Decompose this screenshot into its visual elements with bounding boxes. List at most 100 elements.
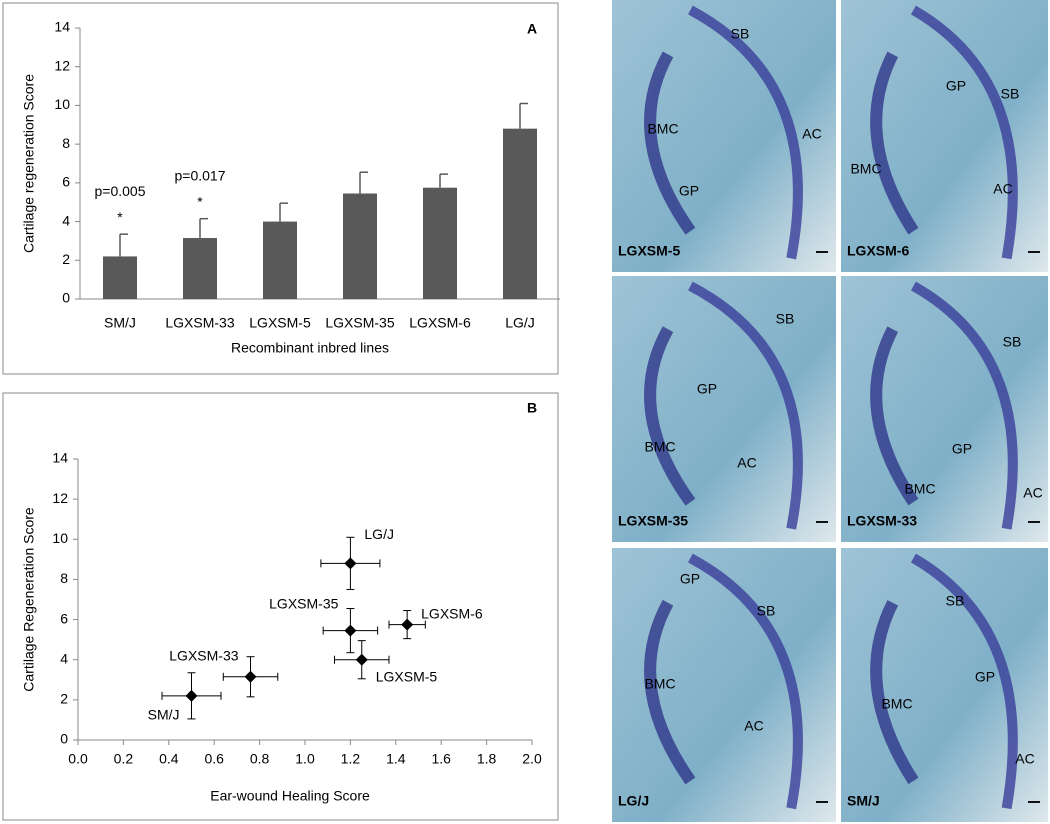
point-label: LG/J	[364, 526, 394, 542]
bar	[263, 221, 297, 299]
point	[344, 557, 357, 570]
bar	[183, 238, 217, 299]
x-tick-label: 1.8	[477, 751, 497, 767]
x-tick-label: 1.0	[295, 751, 315, 767]
image-title: LGXSM-35	[618, 513, 688, 529]
annotation-marker: *	[197, 193, 203, 209]
point	[355, 653, 368, 666]
point-label: LGXSM-33	[169, 647, 238, 663]
image-label: AC	[1015, 751, 1034, 767]
growth-plate	[870, 600, 919, 785]
growth-plate	[644, 326, 696, 506]
x-tick-label: 1.4	[386, 751, 406, 767]
y-tick-label: 8	[60, 570, 68, 586]
panel-label: B	[527, 400, 537, 416]
point-label: LGXSM-35	[269, 595, 338, 611]
panel-label: A	[527, 21, 537, 37]
y-tick-label: 10	[52, 530, 68, 546]
x-axis-title: Recombinant inbred lines	[231, 340, 389, 356]
y-tick-label: 12	[52, 490, 68, 506]
y-axis-title: Cartilage regeneration Score	[21, 74, 37, 253]
y-tick-label: 10	[54, 96, 70, 112]
growth-plate	[644, 51, 696, 235]
y-tick-label: 4	[60, 650, 68, 666]
point	[344, 624, 357, 637]
y-tick-label: 14	[54, 19, 70, 35]
point-label: LGXSM-5	[376, 668, 438, 684]
x-tick-label: 0.0	[68, 751, 88, 767]
image-label: AC	[993, 181, 1012, 197]
x-axis-title: Ear-wound Healing Score	[210, 788, 370, 804]
image-title: LGXSM-33	[847, 513, 917, 529]
point-label: SM/J	[148, 707, 180, 723]
image-label: AC	[1023, 485, 1042, 501]
image-label: GP	[697, 381, 717, 397]
bar	[503, 128, 537, 299]
image-label: SB	[946, 593, 965, 609]
image-label: GP	[680, 571, 700, 587]
y-tick-label: 6	[60, 610, 68, 626]
image-label: BMC	[644, 676, 675, 692]
image-label: BMC	[644, 439, 675, 455]
y-axis-title: Cartilage Regeneration Score	[21, 507, 37, 692]
image-title: SM/J	[847, 793, 880, 809]
x-tick-label: 0.8	[250, 751, 270, 767]
growth-plate	[870, 51, 919, 235]
cartilage-band	[688, 553, 803, 810]
x-tick-label: 0.2	[114, 751, 134, 767]
image-label: SB	[731, 26, 750, 42]
y-tick-label: 12	[54, 57, 70, 73]
cartilage-band	[910, 553, 1018, 810]
x-tick-label: 1.6	[431, 751, 451, 767]
point-label: LGXSM-6	[421, 605, 483, 621]
bar	[103, 256, 137, 299]
y-tick-label: 4	[62, 212, 70, 228]
image-label: GP	[679, 183, 699, 199]
y-tick-label: 14	[52, 450, 68, 466]
y-tick-label: 8	[62, 135, 70, 151]
x-tick-label: 2.0	[522, 751, 542, 767]
panel-b-frame	[2, 392, 559, 821]
image-label: BMC	[904, 481, 935, 497]
y-tick-label: 0	[60, 731, 68, 747]
image-label: SB	[776, 311, 795, 327]
x-tick-label: LGXSM-35	[325, 315, 394, 331]
image-title: LGXSM-5	[618, 243, 680, 259]
image-label: GP	[952, 441, 972, 457]
image-label: AC	[744, 718, 763, 734]
annotation: p=0.005	[95, 183, 146, 199]
image-label: BMC	[850, 161, 881, 177]
x-tick-label: 0.4	[159, 751, 179, 767]
image-label: SB	[1001, 86, 1020, 102]
x-tick-label: LG/J	[505, 315, 535, 331]
cartilage-band	[910, 281, 1018, 530]
x-tick-label: 1.2	[341, 751, 361, 767]
image-label: SB	[1003, 334, 1022, 350]
image-title: LGXSM-6	[847, 243, 909, 259]
bar	[343, 193, 377, 299]
image-label: BMC	[647, 121, 678, 137]
x-tick-label: LGXSM-5	[249, 315, 311, 331]
y-tick-label: 0	[62, 290, 70, 306]
point	[244, 670, 257, 683]
annotation: p=0.017	[175, 167, 226, 183]
x-tick-label: SM/J	[104, 315, 136, 331]
cartilage-band	[688, 5, 803, 260]
image-label: GP	[975, 669, 995, 685]
growth-plate	[870, 326, 919, 506]
image-label: BMC	[881, 696, 912, 712]
bar	[423, 187, 457, 299]
image-title: LG/J	[618, 793, 649, 809]
point	[401, 618, 414, 631]
y-tick-label: 2	[60, 691, 68, 707]
x-tick-label: 0.6	[204, 751, 224, 767]
image-label: AC	[802, 126, 821, 142]
x-tick-label: LGXSM-6	[409, 315, 471, 331]
cartilage-band	[688, 281, 803, 530]
image-label: AC	[737, 455, 756, 471]
cartilage-band	[910, 5, 1018, 260]
image-label: SB	[757, 603, 776, 619]
y-tick-label: 6	[62, 174, 70, 190]
annotation-marker: *	[117, 209, 123, 225]
